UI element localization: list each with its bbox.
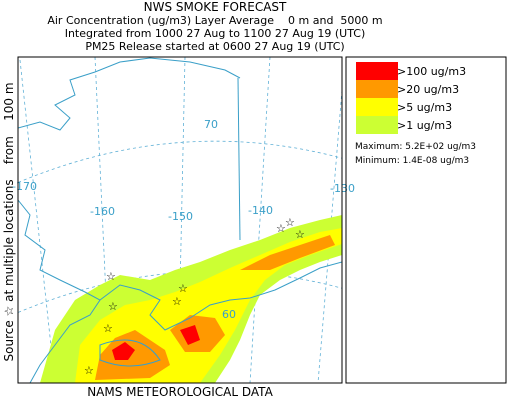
coastline xyxy=(18,57,342,383)
svg-text:☆: ☆ xyxy=(178,282,188,295)
legend-minimum: Minimum: 1.4E-08 ug/m3 xyxy=(355,156,469,166)
side-label: Source ☆ at multiple locations from 100 … xyxy=(2,82,16,361)
svg-text:☆: ☆ xyxy=(84,364,94,377)
svg-text:☆: ☆ xyxy=(103,322,113,335)
svg-text:☆: ☆ xyxy=(108,300,118,313)
legend-swatch xyxy=(356,98,398,116)
legend-label: >100 ug/m3 xyxy=(397,65,466,78)
subtitle-line: PM25 Release started at 0600 27 Aug 19 (… xyxy=(85,40,344,53)
svg-text:☆: ☆ xyxy=(295,228,305,241)
svg-text:☆: ☆ xyxy=(276,222,286,235)
graticule-label: 70 xyxy=(204,118,218,131)
legend-label: >5 ug/m3 xyxy=(397,101,452,114)
graticule-label: -150 xyxy=(168,210,193,223)
subtitle-line: Integrated from 1000 27 Aug to 1100 27 A… xyxy=(65,27,366,40)
graticule-label: -170 xyxy=(12,180,37,193)
graticule-label: 60 xyxy=(222,308,236,321)
graticule-label: -160 xyxy=(90,205,115,218)
legend-swatch xyxy=(356,80,398,98)
legend: >100 ug/m3 >20 ug/m3 >5 ug/m3 >1 ug/m3 Maxim… xyxy=(345,56,507,384)
legend-swatch xyxy=(356,116,398,134)
graticule-label: -140 xyxy=(248,204,273,217)
legend-label: >1 ug/m3 xyxy=(397,119,452,132)
svg-text:☆: ☆ xyxy=(172,295,182,308)
legend-maximum: Maximum: 5.2E+02 ug/m3 xyxy=(355,142,476,152)
svg-text:☆: ☆ xyxy=(106,270,116,283)
legend-label: >20 ug/m3 xyxy=(397,83,459,96)
legend-frame xyxy=(345,56,507,384)
footer: NAMS METEOROLOGICAL DATA xyxy=(87,385,273,399)
source-markers: ☆☆☆ ☆☆☆ ☆ ☆☆ xyxy=(84,216,305,377)
subtitle-line: Air Concentration (ug/m3) Layer Average … xyxy=(47,14,382,27)
legend-swatch xyxy=(356,62,398,80)
svg-text:☆: ☆ xyxy=(285,216,295,229)
map-frame xyxy=(17,56,343,384)
title: NWS SMOKE FORECAST xyxy=(144,0,287,14)
